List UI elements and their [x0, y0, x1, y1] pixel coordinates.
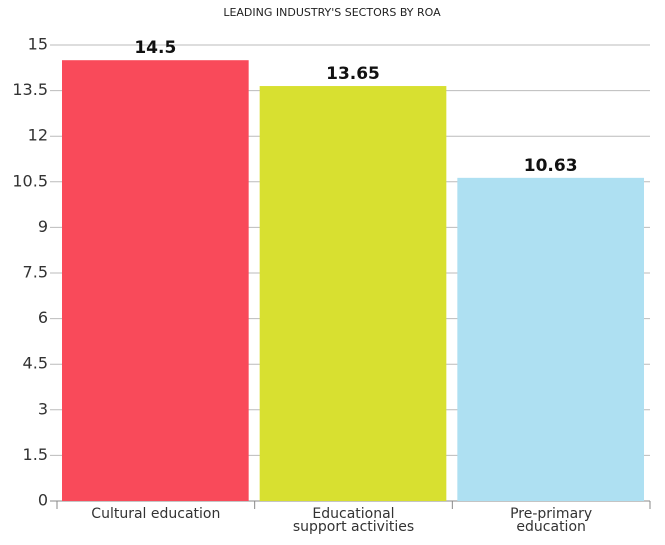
bar: [62, 60, 249, 501]
x-tick-label: Educational support activities: [292, 506, 415, 535]
data-label: 13.65: [326, 64, 380, 84]
y-tick-label: 0: [38, 491, 48, 510]
x-tick-label: Cultural education: [91, 506, 221, 522]
y-tick-label: 13.5: [12, 80, 48, 99]
y-tick-label: 10.5: [12, 171, 48, 190]
y-tick-label: 6: [38, 308, 48, 327]
y-tick-label: 4.5: [23, 354, 48, 373]
y-tick-label: 3: [38, 399, 48, 418]
data-label: 10.63: [524, 156, 578, 176]
y-tick-label: 9: [38, 217, 48, 236]
y-tick-label: 12: [28, 126, 48, 145]
y-tick-label: 1.5: [23, 445, 48, 464]
data-label: 14.5: [134, 38, 176, 58]
y-tick-label: 15: [28, 35, 48, 54]
bar: [259, 86, 447, 501]
x-tick-label: Pre-primary education: [510, 506, 593, 535]
y-tick-label: 7.5: [23, 263, 48, 282]
bar: [457, 177, 644, 501]
chart-title: LEADING INDUSTRY'S SECTORS BY ROA: [223, 6, 441, 19]
